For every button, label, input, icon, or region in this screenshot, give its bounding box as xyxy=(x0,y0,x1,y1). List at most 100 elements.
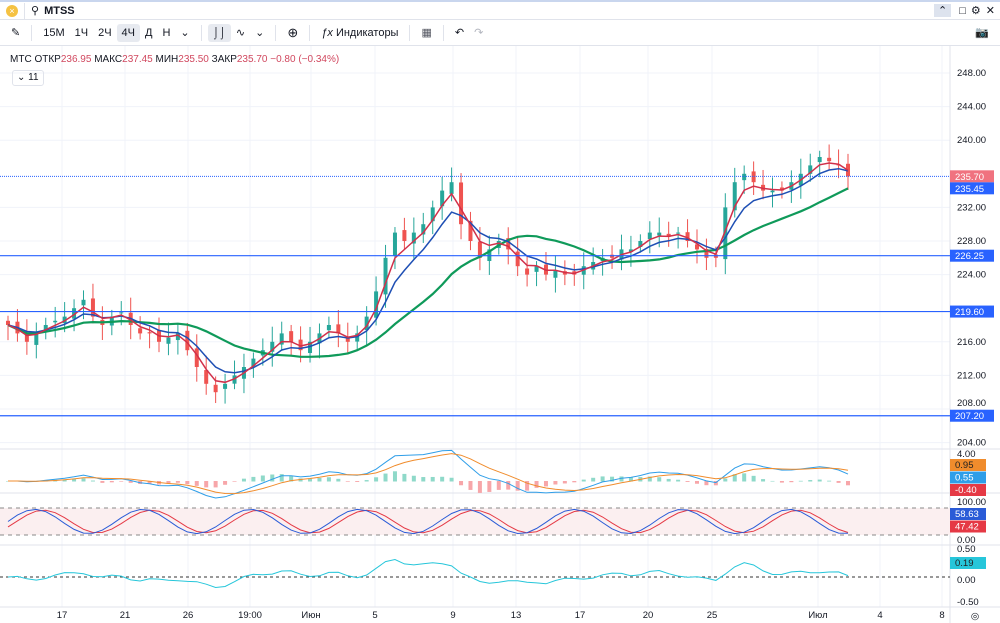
candles-type-icon[interactable]: ⌡⌡ xyxy=(207,23,231,42)
candle-body xyxy=(336,324,341,334)
level-price-tag xyxy=(950,249,994,262)
macd-histogram-bar xyxy=(166,481,171,484)
level-price-label: 219.60 xyxy=(955,307,984,318)
macd-histogram-bar xyxy=(81,478,86,482)
macd-histogram-bar xyxy=(506,481,511,490)
maximize-icon[interactable]: □ xyxy=(959,4,966,17)
macd-histogram-bar xyxy=(477,481,482,493)
layouts-grid-icon[interactable]: ▦ xyxy=(421,27,432,39)
candle-body xyxy=(506,238,511,250)
candle-body xyxy=(213,384,218,393)
time-axis-label: 4 xyxy=(877,610,882,621)
line-type-icon[interactable]: ∿ xyxy=(235,27,246,39)
interval-1h[interactable]: 1Ч xyxy=(74,26,89,39)
osc-value-tag xyxy=(950,557,986,569)
macd-histogram-bar xyxy=(317,478,322,482)
chart-type-chevron-icon[interactable]: ⌄ xyxy=(255,27,265,39)
draw-pencil-icon[interactable]: ✎ xyxy=(11,27,21,39)
interval-15m[interactable]: 15M xyxy=(43,26,65,39)
candle-body xyxy=(676,232,681,234)
macd-histogram-bar xyxy=(779,481,784,483)
search-icon[interactable]: ⚲ xyxy=(31,5,40,17)
candle-body xyxy=(638,241,643,247)
interval-week[interactable]: Н xyxy=(162,26,171,39)
interval-day[interactable]: Д xyxy=(144,26,153,39)
symbol-bar: × ⚲ MTSS ⌃ □ ⚙ ✕ xyxy=(0,0,1000,20)
candle-body xyxy=(383,257,388,295)
price-tick-label: 232.00 xyxy=(957,202,986,213)
macd-histogram-bar xyxy=(345,481,350,482)
macd-histogram-bar xyxy=(647,476,652,482)
collapse-button[interactable]: ⌃ xyxy=(934,4,952,17)
price-tick-label: 244.00 xyxy=(957,102,986,113)
last-price-tag xyxy=(950,170,994,183)
stoch-value-tag xyxy=(950,508,986,520)
macd-histogram-bar xyxy=(761,479,766,482)
interval-dropdown-chevron-icon[interactable]: ⌄ xyxy=(180,27,190,39)
candle-body xyxy=(119,312,124,314)
level-price-tag xyxy=(950,409,994,422)
macd-histogram-bar xyxy=(713,481,718,486)
candle-body xyxy=(732,182,737,211)
candle-body xyxy=(449,182,454,194)
interval-4h[interactable]: 4Ч xyxy=(116,23,140,42)
time-axis-label: 8 xyxy=(939,610,944,621)
macd-histogram-bar xyxy=(572,481,577,483)
macd-histogram-bar xyxy=(128,481,133,483)
level-price-label: 207.20 xyxy=(955,411,984,422)
osc-axis-label: 0.00 xyxy=(957,575,976,586)
time-axis-label: 9 xyxy=(450,610,455,621)
candle-body xyxy=(779,187,784,191)
compare-plus-icon[interactable]: ⊕ xyxy=(287,24,299,40)
time-axis-label: Июн xyxy=(301,610,320,621)
candle-body xyxy=(459,182,464,225)
interval-2h[interactable]: 2Ч xyxy=(98,26,112,39)
camera-icon[interactable]: 📷 xyxy=(975,27,989,39)
macd-histogram-bar xyxy=(543,481,548,487)
macd-histogram-bar xyxy=(723,478,728,482)
candle-body xyxy=(477,241,482,258)
macd-histogram-bar xyxy=(525,481,530,491)
fx-icon: ƒx xyxy=(321,26,333,39)
symbol-search-input[interactable]: MTSS xyxy=(44,4,75,17)
time-axis-label: 19:00 xyxy=(238,610,262,621)
macd-histogram-bar xyxy=(694,481,699,484)
candle-body xyxy=(742,173,747,181)
macd-histogram-bar xyxy=(270,474,275,482)
time-axis-label: 17 xyxy=(575,610,586,621)
candle-body xyxy=(647,232,652,239)
undo-icon[interactable]: ↶ xyxy=(454,27,465,39)
time-axis-label: 13 xyxy=(511,610,522,621)
gear-icon[interactable]: ⚙ xyxy=(970,5,981,17)
macd-histogram-bar xyxy=(817,479,822,482)
macd-histogram-bar xyxy=(496,481,501,490)
macd-histogram-bar xyxy=(355,481,360,482)
macd-histogram-bar xyxy=(251,476,256,482)
candle-body xyxy=(62,316,67,324)
macd-histogram-bar xyxy=(185,481,190,485)
price-tick-label: 216.00 xyxy=(957,337,986,348)
macd-histogram-bar xyxy=(289,476,294,482)
macd-histogram-bar xyxy=(487,481,492,492)
macd-value-label: -0.40 xyxy=(955,485,977,496)
macd-histogram-bar xyxy=(742,473,747,482)
candle-body xyxy=(72,308,77,319)
macd-histogram-bar xyxy=(62,479,67,482)
close-panel-icon[interactable]: ✕ xyxy=(985,5,995,17)
candle-body xyxy=(185,330,190,351)
stoch-value-label: 58.63 xyxy=(955,509,979,520)
macd-histogram-bar xyxy=(610,476,615,482)
close-icon[interactable]: × xyxy=(6,4,18,17)
level-price-label: 226.25 xyxy=(955,251,984,262)
candle-body xyxy=(90,298,95,317)
indicators-button[interactable]: ƒx Индикаторы xyxy=(321,26,399,39)
redo-icon[interactable]: ↷ xyxy=(474,27,484,39)
macd-histogram-bar xyxy=(392,471,397,482)
macd-histogram-bar xyxy=(241,478,246,482)
macd-histogram-bar xyxy=(789,481,794,483)
settings-eye-icon[interactable]: ◎ xyxy=(971,611,980,622)
macd-histogram-bar xyxy=(657,477,662,482)
macd-histogram-bar xyxy=(326,477,331,482)
indicators-collapse-button[interactable]: ⌄ 11 xyxy=(12,70,44,86)
